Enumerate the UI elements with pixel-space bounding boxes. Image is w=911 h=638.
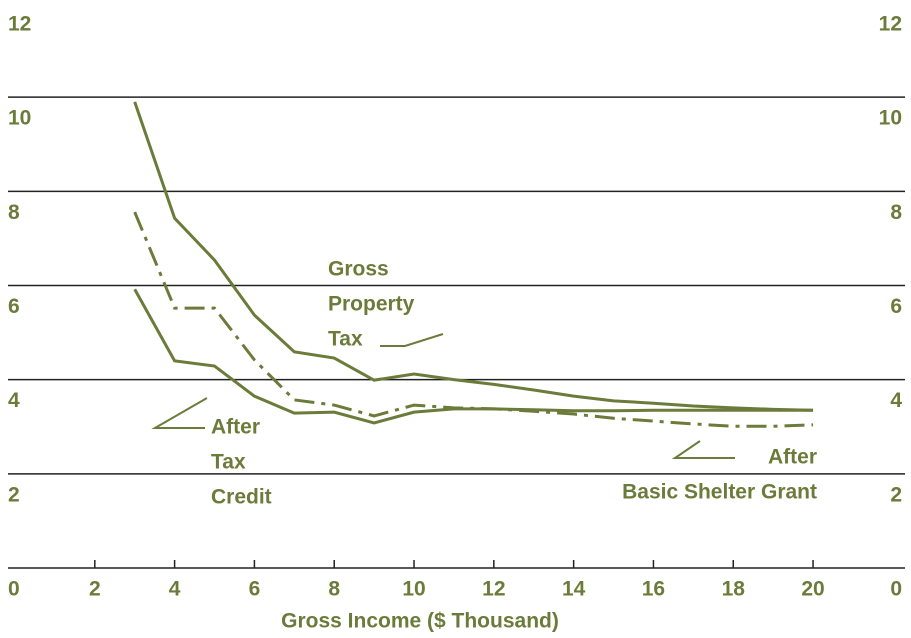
x-tick-label: 8 [328, 578, 340, 601]
y-tick-label: 10 [8, 107, 31, 130]
y2-tick-label: 4 [890, 389, 902, 412]
y2-tick-label: 2 [890, 483, 902, 506]
y-tick-label: 6 [8, 295, 20, 318]
y-tick-label: 2 [8, 483, 20, 506]
y2-tick-label: 12 [879, 13, 902, 36]
annotation: Basic Shelter Grant [622, 481, 817, 504]
y-tick-label: 8 [8, 201, 20, 224]
series-line [133, 288, 814, 425]
annotation: Credit [211, 486, 272, 509]
pointer [380, 333, 444, 347]
x-tick-label: 12 [482, 578, 505, 601]
y2-tick-label: 6 [890, 295, 902, 318]
annotation: Property [328, 293, 415, 316]
series-line [133, 101, 814, 412]
annotation: After [211, 416, 260, 439]
x-axis-label: Gross Income ($ Thousand) [281, 610, 559, 633]
x-tick-label: 4 [169, 578, 181, 601]
x-tick-label: 20 [801, 578, 824, 601]
annotation: Tax [328, 328, 363, 351]
y-tick-label: 12 [8, 13, 31, 36]
x-tick-label: 14 [562, 578, 586, 601]
x-tick-label: 16 [642, 578, 665, 601]
annotation: After [768, 446, 817, 469]
y-tick-label: 4 [8, 389, 20, 412]
y-tick-label: 0 [8, 578, 20, 601]
pointer [151, 397, 208, 429]
pointer [671, 440, 735, 459]
x-tick-label: 2 [89, 578, 101, 601]
y2-tick-label: 10 [879, 107, 902, 130]
annotation: Gross [328, 258, 389, 281]
x-tick-label: 18 [722, 578, 746, 601]
y2-tick-label: 8 [890, 201, 902, 224]
x-tick-label: 10 [402, 578, 425, 601]
series-line [133, 211, 814, 428]
x-tick-label: 6 [249, 578, 261, 601]
annotation: Tax [211, 451, 246, 474]
y2-tick-label: 0 [890, 578, 902, 601]
